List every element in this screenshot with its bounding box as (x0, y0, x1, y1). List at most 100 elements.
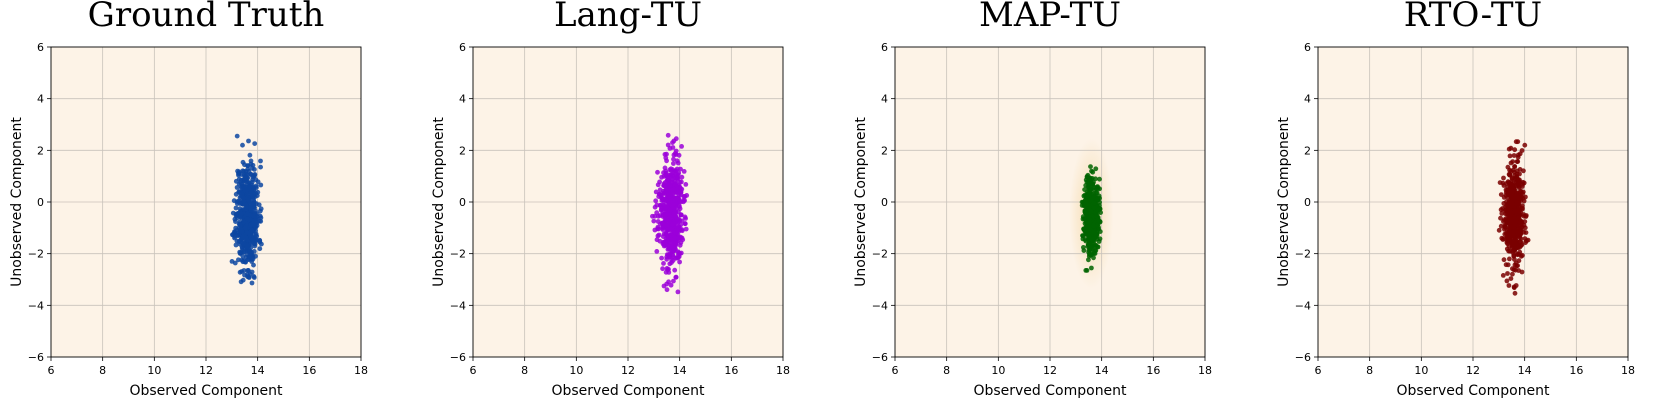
data-point (1089, 265, 1094, 271)
y-axis-label: Unobserved Component (853, 117, 869, 287)
data-point (253, 237, 259, 243)
data-point (675, 289, 681, 295)
y-tick-label: 2 (37, 144, 44, 157)
data-point (1086, 192, 1092, 198)
x-tick-label: 8 (1366, 364, 1373, 377)
data-point (258, 158, 263, 164)
data-point (1092, 242, 1098, 248)
data-point (1501, 257, 1507, 263)
data-point (1088, 164, 1093, 170)
data-point (1501, 236, 1507, 242)
data-point (247, 231, 252, 236)
data-point (1509, 192, 1515, 198)
data-point (672, 267, 678, 273)
data-point (1514, 190, 1520, 196)
data-point (251, 262, 256, 268)
x-tick-label: 14 (673, 364, 687, 377)
data-point (246, 168, 252, 174)
data-point (232, 229, 237, 235)
data-point (675, 189, 681, 195)
y-tick-label: −2 (450, 248, 466, 261)
data-point (1507, 153, 1513, 159)
data-point (664, 158, 669, 164)
data-point (1521, 168, 1526, 174)
data-point (244, 252, 250, 257)
x-tick-label: 8 (99, 364, 106, 377)
data-point (677, 185, 683, 190)
data-point (248, 241, 254, 247)
data-point (1511, 233, 1516, 239)
data-point (253, 215, 259, 221)
data-point (655, 169, 660, 175)
data-point (249, 165, 255, 171)
y-tick-label: −4 (28, 299, 44, 312)
chart-title: RTO-TU (1404, 0, 1542, 35)
y-tick-label: −4 (872, 299, 888, 312)
data-point (676, 152, 682, 158)
x-tick-label: 16 (724, 364, 738, 377)
scatter-points (1496, 139, 1531, 296)
data-point (245, 268, 251, 273)
data-point (1498, 207, 1504, 213)
x-tick-label: 10 (569, 364, 583, 377)
y-tick-label: −6 (28, 351, 44, 364)
data-point (1505, 271, 1510, 276)
data-point (663, 172, 669, 177)
y-axis-label: Unobserved Component (9, 117, 25, 287)
data-point (659, 255, 664, 261)
data-point (1512, 147, 1518, 153)
y-tick-label: 4 (459, 93, 466, 106)
data-point (254, 233, 260, 239)
data-point (671, 161, 676, 166)
data-point (1084, 268, 1090, 273)
data-point (234, 185, 240, 190)
x-tick-label: 10 (991, 364, 1005, 377)
data-point (1511, 229, 1517, 235)
data-point (1496, 227, 1502, 233)
data-point (1515, 152, 1521, 158)
data-point (665, 132, 671, 138)
y-tick-label: 4 (881, 93, 888, 106)
data-point (240, 159, 246, 165)
data-point (659, 225, 665, 231)
data-point (257, 246, 263, 252)
data-point (246, 197, 252, 203)
data-point (681, 197, 686, 203)
data-point (669, 179, 675, 185)
data-point (1519, 148, 1525, 153)
data-point (671, 211, 677, 216)
data-point (1504, 278, 1510, 284)
data-point (244, 216, 250, 222)
data-point (258, 182, 264, 188)
y-tick-label: −6 (872, 351, 888, 364)
y-tick-label: 4 (37, 93, 44, 106)
data-point (1507, 248, 1513, 254)
scatter-points (650, 132, 690, 295)
data-point (1089, 168, 1094, 174)
data-point (660, 266, 665, 272)
y-tick-label: 6 (881, 41, 888, 54)
data-point (1091, 205, 1097, 211)
data-point (1503, 222, 1508, 228)
data-point (664, 222, 669, 228)
data-point (677, 242, 683, 248)
x-axis-label: Observed Component (973, 383, 1127, 399)
data-point (1089, 176, 1095, 181)
data-point (243, 203, 249, 209)
y-tick-label: 2 (1304, 144, 1311, 157)
data-point (654, 210, 660, 216)
data-point (1518, 188, 1524, 194)
data-point (1521, 198, 1527, 204)
data-point (1510, 159, 1516, 165)
data-point (1505, 205, 1511, 210)
data-point (1509, 210, 1514, 216)
data-point (651, 218, 657, 224)
data-point (237, 201, 243, 206)
data-point (250, 221, 256, 227)
data-point (1091, 200, 1097, 206)
x-tick-label: 16 (1569, 364, 1583, 377)
data-point (1498, 215, 1503, 221)
data-point (665, 252, 671, 258)
data-point (242, 225, 248, 231)
data-point (1094, 214, 1100, 219)
